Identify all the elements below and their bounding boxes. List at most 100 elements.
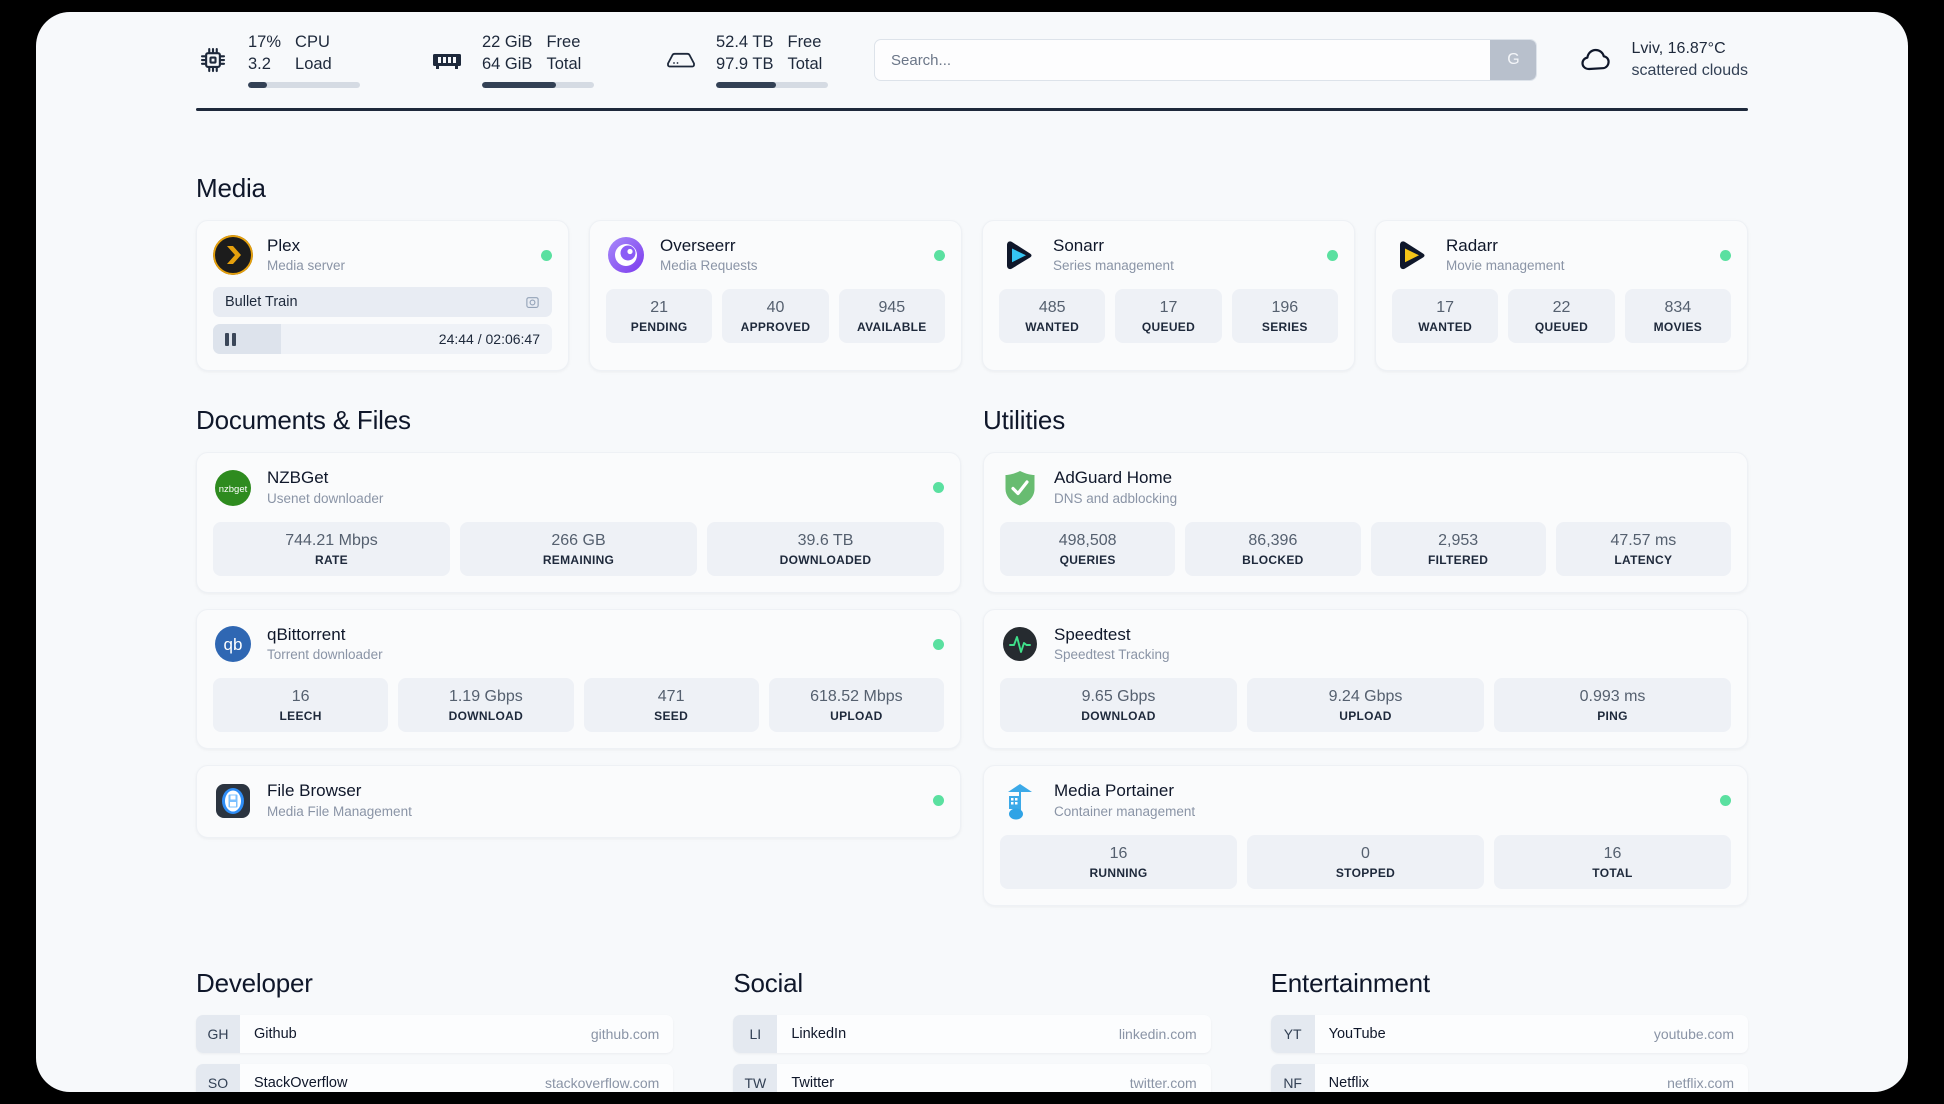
svg-text:nzbget: nzbget — [219, 484, 248, 495]
stat-pills: 16 RUNNING 0 STOPPED 16 TOTAL — [1000, 834, 1731, 889]
stat-label: QUEUED — [1141, 320, 1196, 335]
svg-text:qb: qb — [224, 635, 243, 654]
dashboard-page: 17% 3.2 CPU Load — [36, 12, 1908, 1092]
bookmark-badge: YT — [1270, 1014, 1315, 1053]
service-subtitle: Container management — [1054, 803, 1196, 819]
stat-value: 17 — [1159, 299, 1178, 317]
stat-label: MOVIES — [1653, 320, 1703, 335]
service-card-file-browser[interactable]: File Browser Media File Management — [196, 765, 961, 838]
cast-icon[interactable] — [525, 295, 540, 310]
search-submit-button[interactable]: G — [1490, 40, 1537, 80]
stat-pill: 266 GB REMAINING — [460, 521, 697, 576]
stat-label: RUNNING — [1089, 865, 1148, 880]
adguard-icon — [1000, 468, 1040, 508]
bookmark-url: twitter.com — [1129, 1074, 1197, 1091]
service-subtitle: Torrent downloader — [267, 647, 383, 663]
stat-pill: 0.993 ms PING — [1494, 678, 1731, 733]
stat-pill: 16 TOTAL — [1494, 834, 1731, 889]
service-name: Speedtest — [1054, 624, 1131, 644]
pause-icon[interactable] — [225, 332, 236, 346]
stat-label: PING — [1597, 709, 1628, 724]
service-card-adguard-home[interactable]: AdGuard Home DNS and adblocking 498,508 … — [983, 452, 1748, 593]
weather-condition: scattered clouds — [1631, 62, 1748, 79]
bookmark-item[interactable]: GH Github github.com — [196, 1014, 674, 1053]
bookmark-item[interactable]: SO StackOverflow stackoverflow.com — [196, 1063, 674, 1092]
stat-value: 22 — [1552, 299, 1571, 317]
stat-value: 266 GB — [551, 531, 606, 549]
bookmark-item[interactable]: NF Netflix netflix.com — [1270, 1063, 1748, 1092]
stat-pill: 9.65 Gbps DOWNLOAD — [1000, 678, 1237, 733]
stat-value: 9.24 Gbps — [1328, 688, 1403, 706]
service-card-qbittorrent[interactable]: qb qBittorrent Torrent downloader — [196, 608, 961, 750]
service-card-plex[interactable]: Plex Media server Bullet Train — [196, 220, 569, 372]
now-playing-title: Bullet Train — [225, 294, 298, 311]
bookmark-url: netflix.com — [1667, 1074, 1734, 1091]
stat-label: UPLOAD — [1339, 709, 1392, 724]
stat-pill: 16 RUNNING — [1000, 834, 1237, 889]
disk-label-bottom: Total — [787, 55, 823, 73]
service-subtitle: DNS and adblocking — [1054, 490, 1178, 506]
stat-pill: 17 WANTED — [1392, 289, 1499, 344]
status-badge — [1720, 249, 1731, 261]
disk-meter — [716, 81, 828, 88]
status-badge — [934, 249, 945, 261]
stat-label: REMAINING — [542, 552, 615, 567]
service-card-sonarr[interactable]: Sonarr Series management 485 WANTED 17 Q… — [982, 220, 1355, 372]
service-card-radarr[interactable]: Radarr Movie management 17 WANTED 22 QUE… — [1375, 220, 1748, 372]
stat-label: STOPPED — [1335, 865, 1396, 880]
plex-icon — [213, 235, 253, 276]
stat-value: 485 — [1038, 299, 1066, 317]
service-name: qBittorrent — [267, 624, 346, 644]
stat-label: LATENCY — [1614, 552, 1673, 567]
cpu-label-top: CPU — [295, 33, 330, 52]
disk-value-bottom: 97.9 TB — [716, 55, 774, 73]
stat-pill: 16 LEECH — [213, 678, 389, 733]
stat-value: 0.993 ms — [1579, 688, 1646, 706]
stat-label: LEECH — [279, 709, 322, 724]
stat-value: 16 — [1603, 844, 1622, 862]
bookmark-item[interactable]: YT YouTube youtube.com — [1270, 1014, 1748, 1053]
stat-value: 744.21 Mbps — [285, 531, 378, 549]
search-bar[interactable]: G — [874, 39, 1538, 81]
stat-pill: 2,953 FILTERED — [1370, 521, 1546, 576]
stat-pill: 17 QUEUED — [1115, 289, 1222, 344]
playback-progress-bar[interactable]: 24:44 / 02:06:47 — [213, 324, 552, 355]
filebrowser-icon — [213, 781, 253, 821]
bookmark-group-developer: Developer GH Github github.com SO StackO… — [196, 968, 674, 1092]
bookmark-name: StackOverflow — [254, 1074, 348, 1091]
service-card-media-portainer[interactable]: Media Portainer Container management 16 … — [983, 765, 1748, 906]
stat-label: DOWNLOADED — [779, 552, 872, 567]
stat-value: 1.19 Gbps — [448, 688, 523, 706]
service-subtitle: Usenet downloader — [267, 490, 384, 506]
service-name: Overseerr — [660, 236, 736, 255]
bookmark-item[interactable]: TW Twitter twitter.com — [733, 1063, 1211, 1092]
stat-label: PENDING — [630, 320, 688, 335]
bookmark-group-entertainment: Entertainment YT YouTube youtube.com NF … — [1270, 968, 1748, 1092]
service-card-nzbget[interactable]: nzbget NZBGet Usenet downloader 74 — [196, 452, 961, 593]
service-card-speedtest[interactable]: Speedtest Speedtest Tracking 9.65 Gbps D… — [983, 608, 1748, 750]
nzbget-icon: nzbget — [213, 468, 253, 508]
bookmark-url: stackoverflow.com — [544, 1074, 660, 1091]
service-name: Sonarr — [1053, 236, 1105, 255]
plex-player: Bullet Train 24:44 / 02:06:4 — [213, 287, 552, 355]
service-subtitle: Media server — [267, 258, 346, 274]
bookmark-name: Github — [254, 1025, 297, 1042]
stat-value: 0 — [1361, 844, 1370, 862]
service-name: Media Portainer — [1054, 781, 1175, 801]
bookmark-url: youtube.com — [1653, 1025, 1734, 1042]
stat-value: 196 — [1271, 299, 1299, 317]
dashboard-header: 17% 3.2 CPU Load — [196, 12, 1748, 108]
service-card-overseerr[interactable]: Overseerr Media Requests 21 PENDING 40 A… — [589, 220, 962, 372]
status-badge — [933, 795, 944, 807]
stat-pill: 945 AVAILABLE — [838, 289, 945, 344]
stat-pill: 618.52 Mbps UPLOAD — [768, 678, 944, 733]
disk-label-top: Free — [787, 33, 822, 52]
stat-label: QUEUED — [1534, 320, 1589, 335]
bookmark-item[interactable]: LI LinkedIn linkedin.com — [733, 1014, 1211, 1053]
ram-meter — [482, 81, 594, 88]
weather-location-temp: Lviv, 16.87°C — [1631, 39, 1726, 57]
search-input[interactable] — [875, 40, 1491, 80]
cpu-stat: 17% 3.2 CPU Load — [248, 32, 360, 88]
stat-value: 16 — [291, 688, 310, 706]
stat-label: QUERIES — [1059, 552, 1116, 567]
